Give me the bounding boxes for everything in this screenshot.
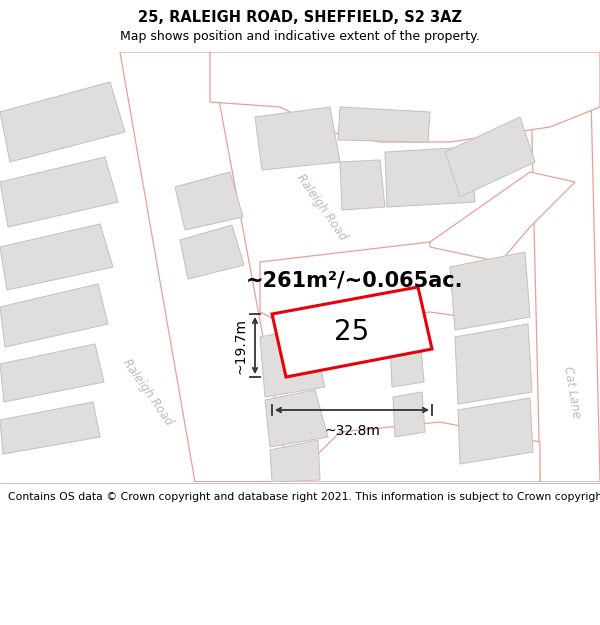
Polygon shape xyxy=(255,107,340,170)
Text: 25: 25 xyxy=(334,318,370,346)
Text: 25, RALEIGH ROAD, SHEFFIELD, S2 3AZ: 25, RALEIGH ROAD, SHEFFIELD, S2 3AZ xyxy=(138,11,462,26)
Polygon shape xyxy=(180,225,244,279)
Polygon shape xyxy=(445,117,535,197)
Polygon shape xyxy=(260,242,520,332)
Polygon shape xyxy=(265,390,328,447)
Polygon shape xyxy=(0,284,108,347)
Polygon shape xyxy=(340,160,385,210)
Polygon shape xyxy=(530,52,600,482)
Polygon shape xyxy=(0,402,100,454)
Polygon shape xyxy=(270,440,320,482)
Polygon shape xyxy=(338,107,430,142)
Text: ~32.8m: ~32.8m xyxy=(324,424,380,438)
Text: Cat Lane: Cat Lane xyxy=(561,365,583,419)
Polygon shape xyxy=(458,398,533,464)
Polygon shape xyxy=(0,157,118,227)
Polygon shape xyxy=(0,224,113,290)
Text: ~19.7m: ~19.7m xyxy=(233,318,247,374)
Polygon shape xyxy=(260,327,325,397)
Text: Contains OS data © Crown copyright and database right 2021. This information is : Contains OS data © Crown copyright and d… xyxy=(8,492,600,502)
Polygon shape xyxy=(0,82,125,162)
Polygon shape xyxy=(0,344,104,402)
Polygon shape xyxy=(393,392,425,437)
Polygon shape xyxy=(120,52,290,482)
Text: ~261m²/~0.065ac.: ~261m²/~0.065ac. xyxy=(246,270,464,290)
Polygon shape xyxy=(210,52,600,142)
Polygon shape xyxy=(430,172,575,262)
Polygon shape xyxy=(450,252,530,330)
Text: Raleigh Road: Raleigh Road xyxy=(295,171,350,242)
Polygon shape xyxy=(455,324,532,404)
Polygon shape xyxy=(195,422,540,482)
Polygon shape xyxy=(175,172,243,230)
Text: Raleigh Road: Raleigh Road xyxy=(121,356,176,428)
Polygon shape xyxy=(385,147,475,207)
Polygon shape xyxy=(390,337,424,387)
Polygon shape xyxy=(272,287,432,377)
Text: Map shows position and indicative extent of the property.: Map shows position and indicative extent… xyxy=(120,29,480,42)
